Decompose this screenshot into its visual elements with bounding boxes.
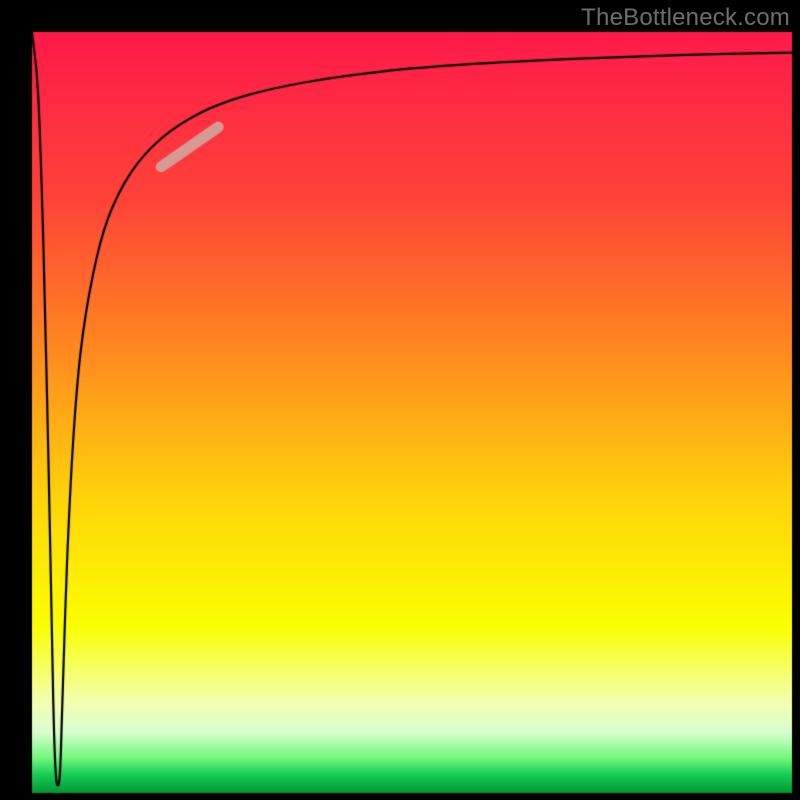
chart-frame: TheBottleneck.com	[0, 0, 800, 800]
watermark-text: TheBottleneck.com	[581, 4, 790, 32]
bottleneck-chart-canvas	[0, 0, 800, 800]
